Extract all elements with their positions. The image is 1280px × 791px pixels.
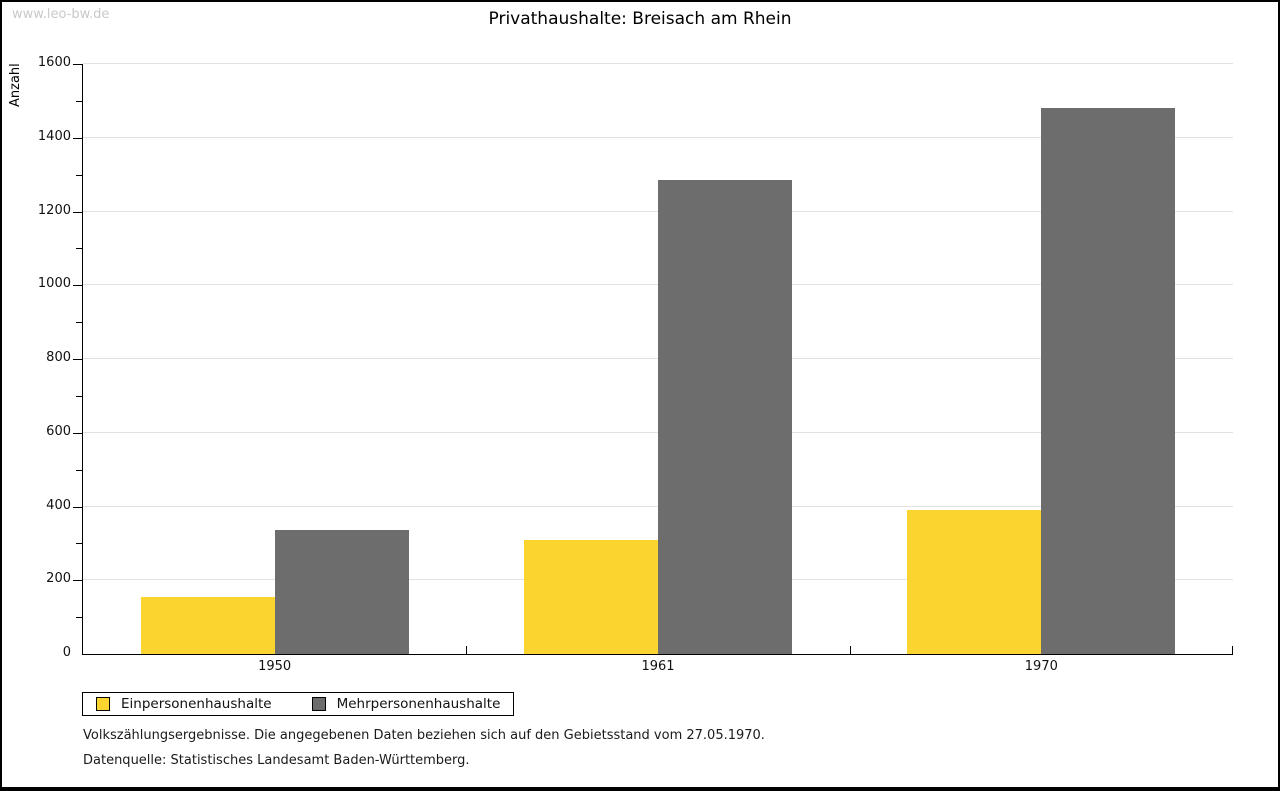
y-tick-label-1200: 1200: [37, 202, 71, 218]
legend-swatch-yellow: [96, 697, 110, 711]
bar-mehrpersonenhaushalte-1961: [658, 180, 793, 654]
y-tick-label-1400: 1400: [37, 128, 71, 144]
y-tick-label-800: 800: [46, 350, 71, 365]
y-axis-label: Anzahl: [8, 63, 23, 107]
y-tick-500: [76, 469, 82, 471]
y-tick-label-1000: 1000: [37, 276, 71, 292]
plot-area: 0 200 400 600 800 1000 1200 1400 1600 1950 1961 197…: [38, 56, 1233, 674]
y-tick-1200: [73, 211, 82, 213]
y-tick-600: [73, 432, 82, 434]
bar-mehrpersonenhaushalte-1950: [274, 530, 409, 654]
bar-mehrpersonenhaushalte-1970: [1041, 108, 1176, 654]
y-tick-1600: [73, 64, 82, 65]
y-tick-300: [76, 543, 82, 545]
bar-einpersonenhaushalte-1950: [140, 596, 275, 654]
y-tick-label-600: 600: [46, 423, 71, 439]
y-tick-label-200: 200: [46, 571, 71, 587]
y-tick-1400: [73, 137, 82, 139]
y-tick-200: [73, 580, 82, 582]
y-tick-label-1600: 1600: [37, 55, 71, 70]
bar-einpersonenhaushalte-1961: [523, 539, 658, 654]
legend-item-mehrpersonenhaushalte: Mehrpersonenhaushalte: [311, 696, 501, 712]
y-tick-1300: [76, 174, 82, 176]
y-tick-1100: [76, 248, 82, 250]
watermark: www.leo-bw.de: [12, 7, 110, 22]
y-tick-1000: [73, 285, 82, 287]
y-tick-100: [76, 617, 82, 619]
x-boundary-tick-2: [849, 646, 851, 654]
y-tick-400: [73, 506, 82, 508]
x-boundary-tick-3: [1232, 646, 1233, 654]
y-tick-1500: [76, 100, 82, 102]
legend-item-einpersonenhaushalte: Einpersonenhaushalte: [96, 696, 272, 712]
x-boundary-tick-1: [466, 646, 468, 654]
x-category-label-1970: 1970: [1024, 659, 1058, 674]
gridline-1600: [83, 63, 1233, 64]
gridline-1400: [83, 136, 1233, 138]
legend-label: Mehrpersonenhaushalte: [336, 696, 501, 712]
legend-swatch-gray: [311, 697, 326, 711]
y-tick-700: [76, 395, 82, 397]
chart-title: Privathaushalte: Breisach am Rhein: [488, 9, 792, 29]
y-tick-900: [76, 322, 82, 324]
x-category-label-1961: 1961: [641, 659, 675, 674]
footnote-source: Datenquelle: Statistisches Landesamt Bad…: [83, 753, 470, 768]
legend: Einpersonenhaushalte Mehrpersonenhaushal…: [82, 692, 515, 716]
bar-einpersonenhaushalte-1970: [907, 510, 1042, 654]
footnote-census: Volkszählungsergebnisse. Die angegebenen…: [83, 728, 765, 743]
legend-label: Einpersonenhaushalte: [121, 696, 272, 712]
y-tick-label-0: 0: [62, 645, 71, 660]
y-tick-label-400: 400: [46, 497, 71, 513]
y-tick-800: [73, 359, 82, 360]
x-category-label-1950: 1950: [258, 659, 292, 674]
